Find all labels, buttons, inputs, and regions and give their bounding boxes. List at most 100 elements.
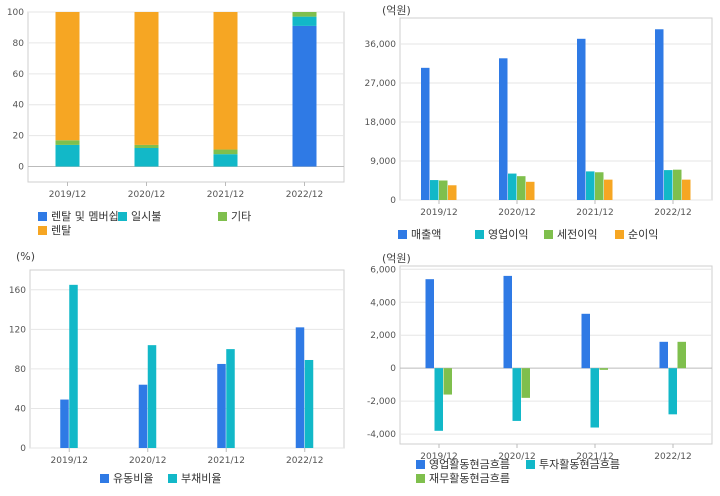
bar <box>599 368 608 370</box>
x-tick-label: 2020/12 <box>498 452 535 462</box>
legend-item: 부채비율 <box>168 470 221 486</box>
legend-swatch <box>416 459 425 469</box>
bar <box>604 179 613 200</box>
bar <box>521 368 530 398</box>
bar <box>586 171 595 200</box>
bar <box>581 313 590 369</box>
bar <box>508 173 517 200</box>
bar <box>577 38 586 200</box>
y-tick-label: 0 <box>20 444 26 454</box>
bar <box>439 180 448 200</box>
legend-label: 재무활동현금흐름 <box>429 472 510 485</box>
bar <box>595 172 604 200</box>
legend-item: 기타 <box>218 208 251 224</box>
bar <box>448 185 457 200</box>
bar <box>134 144 159 148</box>
ratio-plot: 0 40 80 120 160 2019/12 2020/12 2021/12 2022/12 <box>9 269 345 466</box>
bar <box>425 279 434 369</box>
bar <box>503 275 512 369</box>
legend-item: 일시불 <box>118 208 161 224</box>
legend-swatch <box>118 211 127 221</box>
bar <box>213 149 238 155</box>
ratio-chart: (%) 0 40 80 120 160 2019/12 2020/12 2021/12 2022… <box>0 248 352 496</box>
y-tick-label: 9,000 <box>370 157 396 167</box>
legend-swatch <box>615 229 624 239</box>
legend-swatch <box>416 473 425 483</box>
unit-label: (%) <box>16 250 36 263</box>
legend-swatch <box>544 229 553 239</box>
bar <box>590 368 599 428</box>
bar <box>60 399 69 448</box>
x-tick-label: 2022/12 <box>654 452 691 462</box>
revenue-mix-plot: 0 20 40 60 80 100 2019/12 2020/12 2021/12 2022/12 <box>7 8 345 200</box>
bar <box>668 368 677 415</box>
bar <box>55 140 80 145</box>
bar <box>292 16 317 26</box>
bar <box>55 144 80 167</box>
cashflow-plot: -4,000 -2,000 0 2,000 4,000 6,000 2019/12 2020/… <box>367 265 713 462</box>
bar <box>673 169 682 200</box>
unit-label: (억원) <box>382 252 411 265</box>
x-tick-label: 2021/12 <box>576 208 613 218</box>
y-tick-label: 18,000 <box>365 118 397 128</box>
x-tick-label: 2020/12 <box>128 190 165 200</box>
y-tick-label: 80 <box>13 39 25 49</box>
legend-label: 영업활동현금흐름 <box>429 458 510 471</box>
x-tick-label: 2019/12 <box>51 456 88 466</box>
y-tick-label: 2,000 <box>370 331 396 341</box>
y-tick-label: 4,000 <box>370 298 396 308</box>
legend-item: 순이익 <box>615 226 658 242</box>
x-tick-label: 2022/12 <box>654 208 691 218</box>
legend-label: 영업이익 <box>488 228 529 241</box>
legend-swatch <box>38 225 47 235</box>
y-tick-label: 100 <box>7 8 24 18</box>
legend-item: 유동비율 <box>100 470 153 486</box>
bar <box>526 181 535 200</box>
legend-label: 매출액 <box>411 228 442 241</box>
legend-item: 세전이익 <box>544 226 597 242</box>
bar <box>499 58 508 200</box>
x-tick-label: 2021/12 <box>207 190 244 200</box>
income-chart: (억원) 0 9,000 18,000 27,000 36,000 2019/12 2020… <box>360 0 720 250</box>
bar <box>434 368 443 431</box>
y-tick-label: 40 <box>13 101 25 111</box>
bar <box>655 29 664 201</box>
legend-item: 렌탈 <box>38 222 71 238</box>
bar <box>304 359 314 448</box>
bar <box>213 154 238 167</box>
y-tick-label: 120 <box>9 325 26 335</box>
y-tick-label: 0 <box>390 364 396 374</box>
legend-swatch <box>398 229 407 239</box>
legend-label: 투자활동현금흐름 <box>539 458 620 471</box>
income-plot: 0 9,000 18,000 27,000 36,000 2019/12 2020/12 20… <box>365 17 713 218</box>
bar <box>430 180 439 200</box>
legend-label: 세전이익 <box>557 228 598 241</box>
y-tick-label: 0 <box>390 196 396 206</box>
y-tick-label: -2,000 <box>367 397 396 407</box>
bar <box>421 67 430 200</box>
legend-label: 유동비율 <box>113 472 154 485</box>
legend-item: 영업활동현금흐름 <box>416 456 510 472</box>
plot-frame <box>27 11 345 183</box>
bar <box>292 25 317 167</box>
bar <box>292 12 317 17</box>
bar <box>295 327 305 448</box>
y-tick-label: 36,000 <box>365 40 397 50</box>
bar <box>138 384 148 448</box>
bar <box>134 148 159 167</box>
legend-item: 영업이익 <box>475 226 528 242</box>
x-tick-label: 2019/12 <box>420 208 457 218</box>
legend-label: 렌탈 <box>51 224 72 237</box>
bar <box>217 363 226 448</box>
y-tick-label: 40 <box>15 404 27 414</box>
x-tick-label: 2021/12 <box>208 456 245 466</box>
bar <box>147 345 157 448</box>
bar <box>55 12 80 141</box>
x-tick-label: 2021/12 <box>576 452 613 462</box>
y-tick-label: -4,000 <box>367 430 396 440</box>
bar <box>682 179 691 200</box>
legend-label: 렌탈 및 멤버쉽 <box>51 210 119 223</box>
legend-swatch <box>218 211 227 221</box>
legend-swatch <box>100 473 109 483</box>
y-tick-label: 6,000 <box>370 265 396 275</box>
